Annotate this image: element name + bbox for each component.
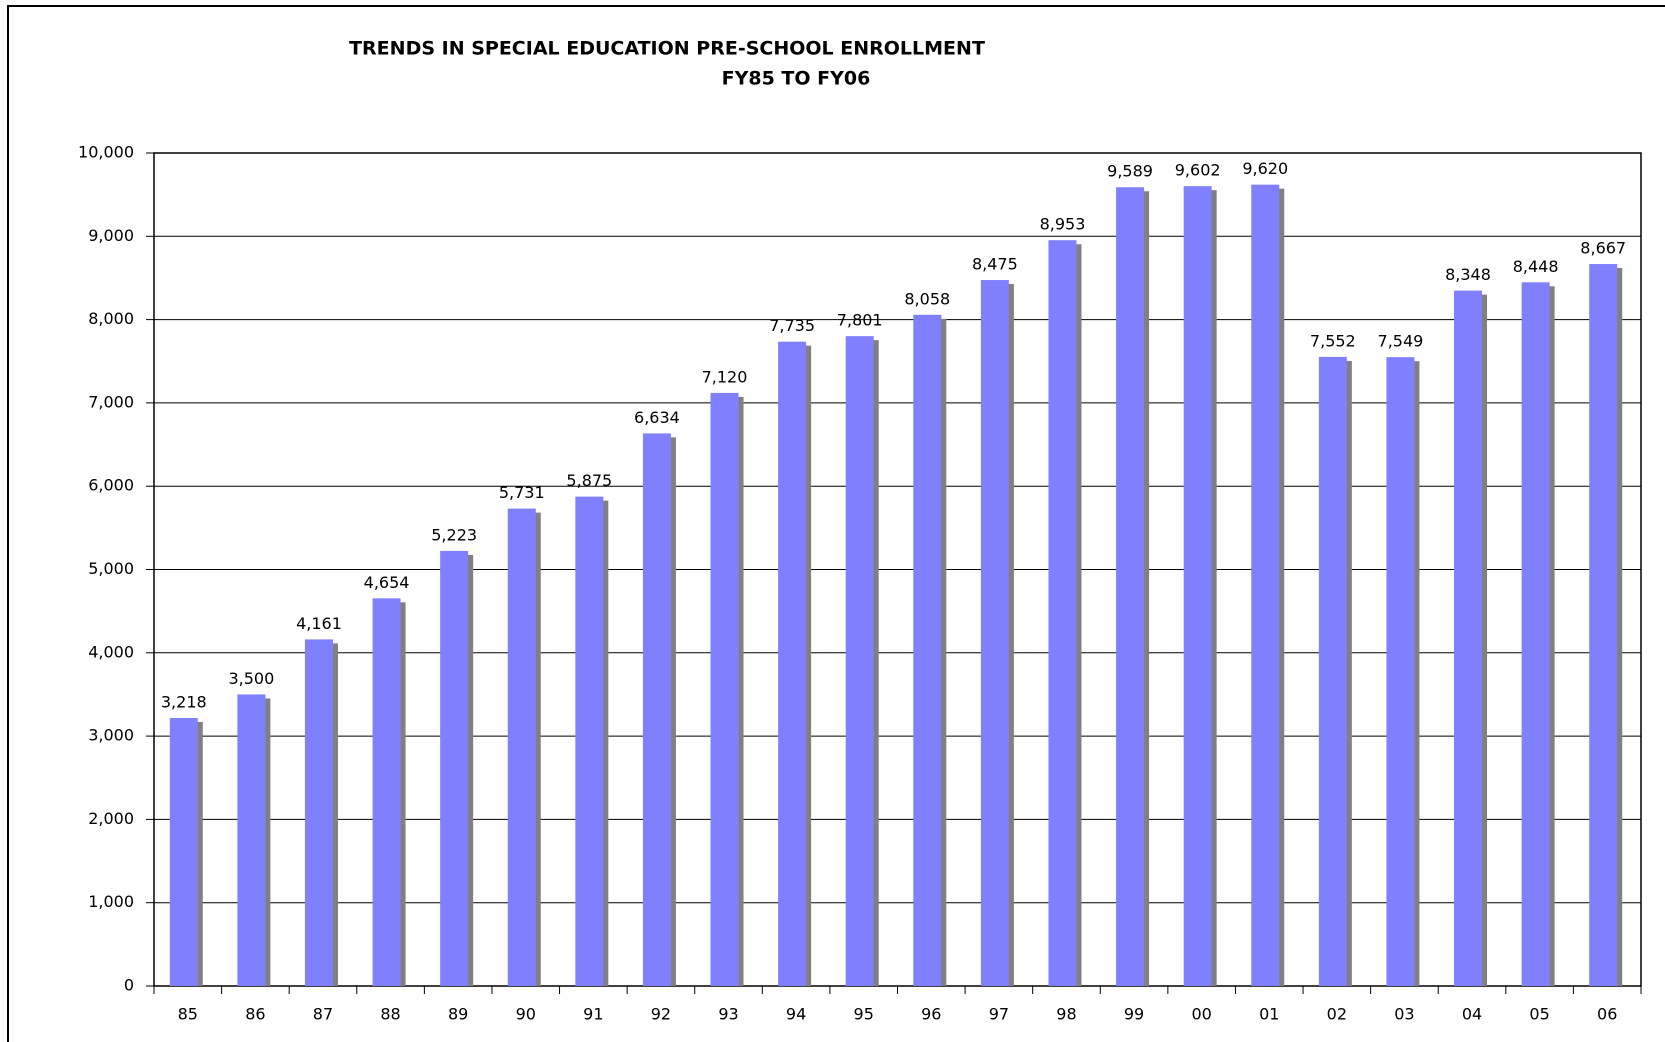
bar: [1048, 240, 1077, 987]
data-label: 9,589: [1107, 162, 1153, 181]
data-label: 9,620: [1242, 159, 1288, 178]
x-tick-label: 02: [1327, 1005, 1347, 1024]
data-label: 6,634: [634, 408, 680, 427]
y-tick-label: 9,000: [88, 226, 134, 245]
chart-subtitle: FY85 TO FY06: [722, 68, 871, 90]
data-label: 8,058: [904, 289, 950, 308]
bar: [980, 280, 1009, 987]
data-label: 5,223: [431, 525, 477, 544]
bar: [1116, 187, 1145, 986]
bar: [372, 598, 401, 986]
data-label: 8,348: [1445, 265, 1491, 284]
y-tick-label: 5,000: [88, 559, 134, 578]
y-tick-label: 0: [124, 976, 134, 995]
data-label: 3,218: [161, 692, 207, 711]
x-tick-label: 99: [1124, 1005, 1144, 1024]
bar: [1183, 186, 1212, 987]
y-tick-label: 3,000: [88, 726, 134, 745]
x-tick-label: 94: [786, 1005, 806, 1024]
y-tick-label: 2,000: [88, 809, 134, 828]
bar: [1318, 356, 1347, 986]
bar: [440, 550, 469, 986]
x-tick-label: 06: [1597, 1005, 1617, 1024]
x-tick-label: 04: [1462, 1005, 1482, 1024]
bar: [642, 433, 671, 986]
data-label: 7,801: [837, 311, 883, 330]
x-tick-label: 85: [178, 1005, 198, 1024]
x-tick-label: 01: [1259, 1005, 1279, 1024]
bar: [845, 336, 874, 986]
x-tick-label: 95: [854, 1005, 874, 1024]
data-label: 8,448: [1513, 257, 1559, 276]
y-tick-label: 4,000: [88, 642, 134, 661]
data-label: 7,552: [1310, 331, 1356, 350]
data-label: 8,475: [972, 255, 1018, 274]
data-label: 7,549: [1378, 332, 1424, 351]
bar: [1521, 282, 1550, 986]
data-label: 5,875: [566, 471, 612, 490]
y-tick-label: 7,000: [88, 392, 134, 411]
x-tick-label: 88: [380, 1005, 400, 1024]
bar: [1386, 357, 1415, 986]
y-tick-label: 10,000: [78, 143, 134, 162]
x-tick-label: 86: [245, 1005, 265, 1024]
data-label: 9,602: [1175, 161, 1221, 180]
x-tick-label: 05: [1529, 1005, 1549, 1024]
bar: [913, 314, 942, 987]
bar: [575, 496, 604, 986]
bar: [778, 341, 807, 986]
bar: [304, 639, 333, 986]
data-label: 4,161: [296, 614, 342, 633]
x-tick-label: 00: [1191, 1005, 1211, 1024]
bar: [1454, 290, 1483, 987]
data-label: 5,731: [499, 483, 545, 502]
data-label: 8,667: [1580, 239, 1626, 258]
bar: [169, 717, 198, 986]
x-tick-label: 89: [448, 1005, 468, 1024]
x-tick-label: 03: [1394, 1005, 1414, 1024]
y-tick-label: 6,000: [88, 476, 134, 495]
x-tick-label: 87: [313, 1005, 333, 1024]
bar: [1251, 184, 1280, 987]
data-label: 7,735: [769, 316, 815, 335]
x-tick-label: 91: [583, 1005, 603, 1024]
bar: [1589, 264, 1618, 986]
bar: [237, 694, 266, 986]
x-tick-label: 96: [921, 1005, 941, 1024]
data-label: 8,953: [1040, 215, 1086, 234]
data-label: 3,500: [228, 669, 274, 688]
y-tick-label: 1,000: [88, 892, 134, 911]
x-tick-label: 90: [516, 1005, 536, 1024]
bar: [507, 508, 536, 986]
data-label: 4,654: [364, 573, 410, 592]
bar: [710, 392, 739, 986]
x-tick-label: 98: [1056, 1005, 1076, 1024]
x-tick-label: 93: [718, 1005, 738, 1024]
x-tick-label: 97: [989, 1005, 1009, 1024]
chart-title: TRENDS IN SPECIAL EDUCATION PRE-SCHOOL E…: [349, 38, 985, 60]
x-tick-label: 92: [651, 1005, 671, 1024]
data-label: 7,120: [702, 367, 748, 386]
y-tick-label: 8,000: [88, 309, 134, 328]
